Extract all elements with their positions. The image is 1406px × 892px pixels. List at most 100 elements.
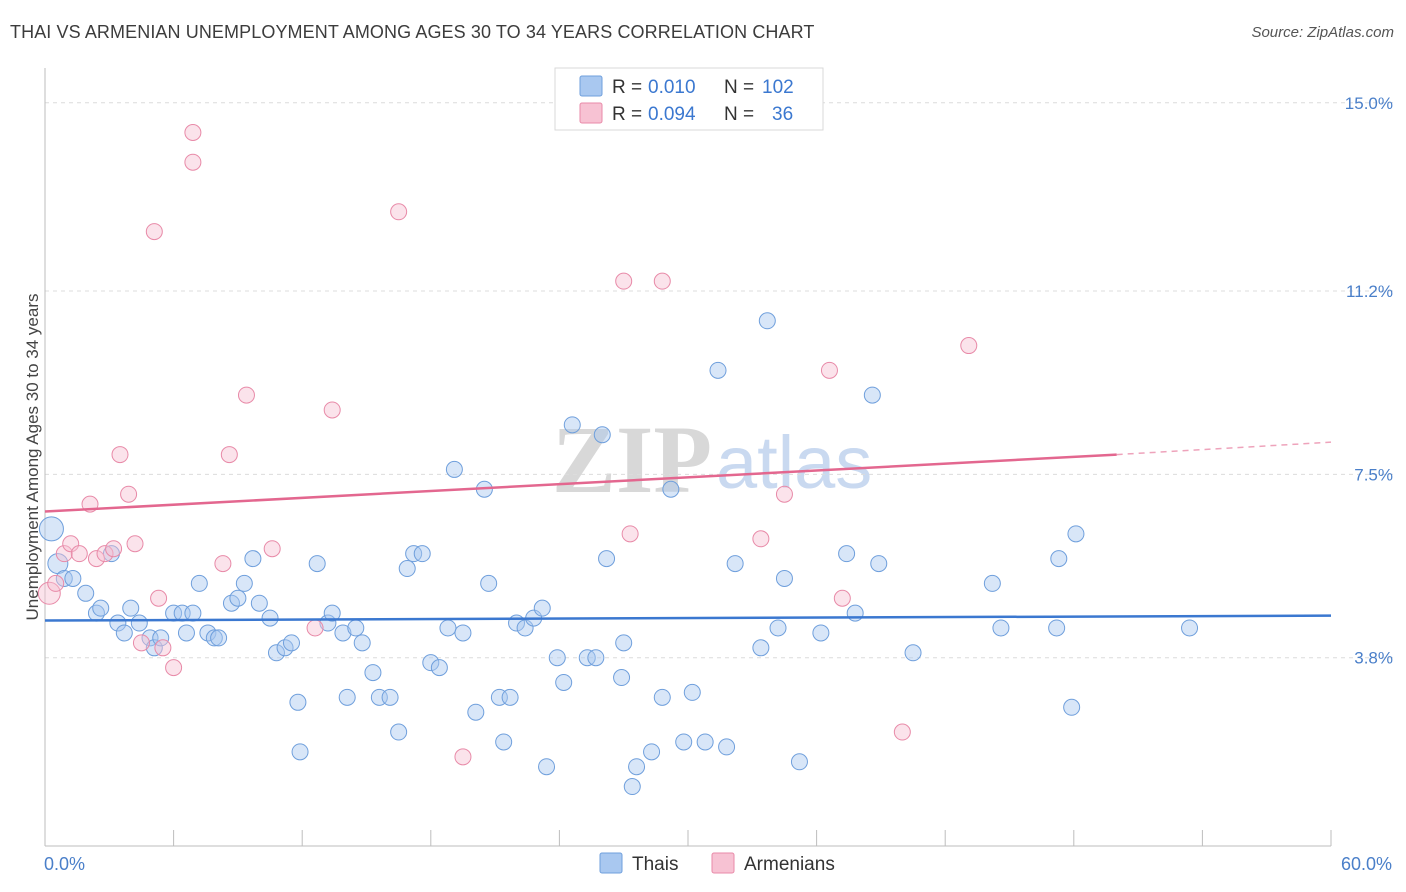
armenians-point xyxy=(214,555,232,573)
thais-point xyxy=(675,733,693,751)
thais-point xyxy=(338,688,356,706)
thais-point xyxy=(413,545,431,563)
thais-point xyxy=(758,312,776,330)
armenians-point xyxy=(184,124,202,142)
thais-point xyxy=(615,634,633,652)
thais-point xyxy=(563,416,581,434)
legend-bottom-swatch-armenians xyxy=(711,852,735,874)
thais-point xyxy=(683,683,701,701)
thais-point xyxy=(422,654,440,672)
axes xyxy=(44,68,1332,847)
thais-point xyxy=(846,604,864,622)
thais-point xyxy=(812,624,830,642)
thais-point xyxy=(1067,525,1085,543)
armenians-point xyxy=(615,272,633,290)
thais-point xyxy=(593,426,611,444)
thais-point xyxy=(1048,619,1066,637)
thais-point xyxy=(838,545,856,563)
thais-point xyxy=(501,688,519,706)
thais-point xyxy=(64,569,82,587)
thais-point xyxy=(38,516,64,542)
thais-point xyxy=(291,743,309,761)
thais-point xyxy=(662,480,680,498)
legend-row-thais: R = 0.010 N = 102 xyxy=(579,75,794,98)
armenians-point xyxy=(893,723,911,741)
thais-point xyxy=(445,460,463,478)
thais-point xyxy=(790,753,808,771)
thais-point xyxy=(289,693,307,711)
thais-point xyxy=(548,649,566,667)
thais-point xyxy=(1181,619,1199,637)
trend-lines xyxy=(44,441,1332,622)
armenians-point xyxy=(150,589,168,607)
thais-point xyxy=(613,669,631,687)
armenians-point xyxy=(653,272,671,290)
thais-point xyxy=(870,555,888,573)
thais-point xyxy=(347,619,365,637)
y-tick-labels: 3.8% 7.5% 11.2% 15.0% xyxy=(1345,94,1393,668)
thais-point xyxy=(726,555,744,573)
thais-point xyxy=(1063,698,1081,716)
armenians-point xyxy=(184,153,202,171)
chart-title: THAI VS ARMENIAN UNEMPLOYMENT AMONG AGES… xyxy=(10,22,815,42)
legend-row-armenians: R = 0.094 N = 36 xyxy=(579,102,793,125)
y-tick-label: 15.0% xyxy=(1345,94,1393,113)
armenians-point xyxy=(55,545,73,563)
y-tick-label: 11.2% xyxy=(1346,282,1393,301)
legend-r-value: 0.094 xyxy=(648,104,696,125)
armenians-trend-line xyxy=(44,453,1117,513)
armenians-point xyxy=(126,535,144,553)
thais-point xyxy=(696,733,714,751)
thais-point xyxy=(390,723,408,741)
thais-point xyxy=(334,624,352,642)
thais-point xyxy=(992,619,1010,637)
thais-trend-line xyxy=(44,614,1332,622)
armenians-point xyxy=(165,659,183,677)
thais-point xyxy=(364,664,382,682)
armenians-point xyxy=(70,545,88,563)
thais-point xyxy=(353,634,371,652)
thais-point xyxy=(495,733,513,751)
thais-point xyxy=(904,644,922,662)
thais-point xyxy=(398,560,416,578)
thais-point xyxy=(467,703,485,721)
armenians-point xyxy=(237,386,255,404)
armenians-point xyxy=(775,485,793,503)
armenians-trend-extension xyxy=(1116,441,1332,456)
y-tick-label: 3.8% xyxy=(1354,649,1393,668)
legend-swatch-thais xyxy=(579,75,603,97)
legend-bottom-label-armenians: Armenians xyxy=(744,854,835,875)
thais-point xyxy=(381,688,399,706)
armenians-point xyxy=(323,401,341,419)
thais-point xyxy=(1050,550,1068,568)
armenians-point xyxy=(96,545,114,563)
thais-point xyxy=(267,644,285,662)
thais-point xyxy=(323,604,341,622)
thais-point xyxy=(769,619,787,637)
watermark-zip: ZIP xyxy=(552,406,712,513)
thais-point xyxy=(152,629,170,647)
legend-n-value: 102 xyxy=(762,77,794,98)
thais-point xyxy=(775,569,793,587)
thais-point xyxy=(190,574,208,592)
thais-point xyxy=(122,599,140,617)
thais-point xyxy=(709,361,727,379)
armenians-point xyxy=(87,550,105,568)
armenians-point xyxy=(132,634,150,652)
legend-r-value: 0.010 xyxy=(648,77,696,98)
y-tick-label: 7.5% xyxy=(1354,465,1393,484)
thais-point xyxy=(439,619,457,637)
armenians-point xyxy=(111,446,129,464)
legend-bottom: Thais Armenians xyxy=(599,852,835,875)
armenians-point xyxy=(105,540,123,558)
armenians-point xyxy=(752,530,770,548)
thais-point xyxy=(555,673,573,691)
thais-point xyxy=(145,639,163,657)
thais-point xyxy=(282,634,300,652)
armenians-point xyxy=(37,581,61,605)
thais-point xyxy=(177,624,195,642)
armenians-point xyxy=(154,639,172,657)
armenians-point xyxy=(145,223,163,241)
thais-point xyxy=(587,649,605,667)
